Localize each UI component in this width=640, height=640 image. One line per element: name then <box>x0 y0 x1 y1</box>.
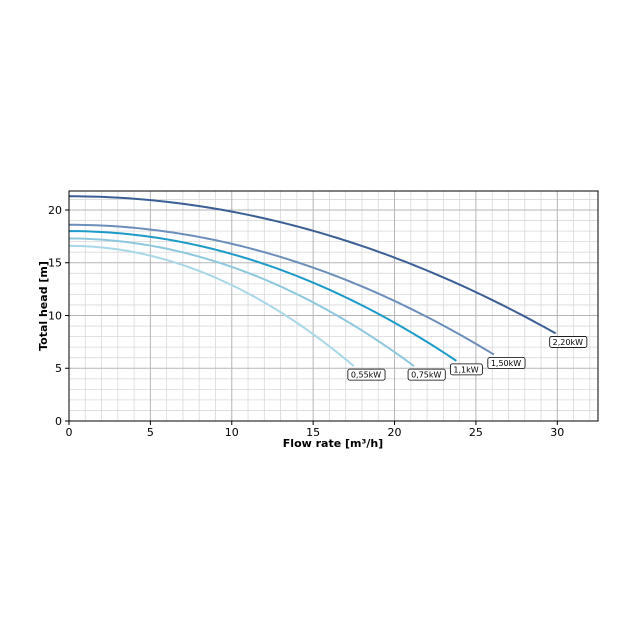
grid-major <box>69 191 598 421</box>
curve-label: 0,75kW <box>411 371 441 380</box>
y-tick-label: 5 <box>55 362 62 375</box>
curve-label: 1,1kW <box>453 365 478 374</box>
plot-background <box>69 191 598 421</box>
x-tick-label: 0 <box>66 426 73 439</box>
x-tick-label: 25 <box>469 426 483 439</box>
curves <box>68 195 557 367</box>
curve-label: 0,55kW <box>351 371 381 380</box>
curve-label-box <box>549 336 588 348</box>
y-tick-label: 20 <box>48 204 62 217</box>
curve-label-box <box>487 357 526 369</box>
x-tick-label: 30 <box>550 426 564 439</box>
y-tick-label: 15 <box>48 257 62 270</box>
grid-minor <box>69 191 598 421</box>
curve-labels: 0,55kW 0,75kW 1,1kW 1,50kW 2,20kW <box>347 336 588 381</box>
curve-2,20kW <box>68 195 557 335</box>
x-tick-label: 15 <box>306 426 320 439</box>
x-tick-label: 10 <box>225 426 239 439</box>
ticks: 0 5 10 15 20 25 30 0 5 10 15 20 <box>48 204 564 439</box>
curve-label-box <box>449 363 483 376</box>
curve-label: 2,20kW <box>553 338 583 347</box>
curve-0,55kW <box>68 244 355 367</box>
y-tick-label: 0 <box>55 415 62 428</box>
curve-1,1kW <box>68 230 457 362</box>
curve-1,50kW <box>68 223 495 356</box>
curve-label: 1,50kW <box>491 359 521 368</box>
y-axis-label: Total head [m] <box>37 261 50 351</box>
x-axis-label: Flow rate [m³/h] <box>283 437 383 450</box>
curve-0,75kW <box>68 237 415 367</box>
plot-frame <box>68 190 599 422</box>
curve-label-box <box>347 368 386 381</box>
x-tick-label: 5 <box>147 426 154 439</box>
curve-label-box <box>407 368 446 381</box>
y-tick-label: 10 <box>48 309 62 322</box>
x-tick-label: 20 <box>388 426 402 439</box>
